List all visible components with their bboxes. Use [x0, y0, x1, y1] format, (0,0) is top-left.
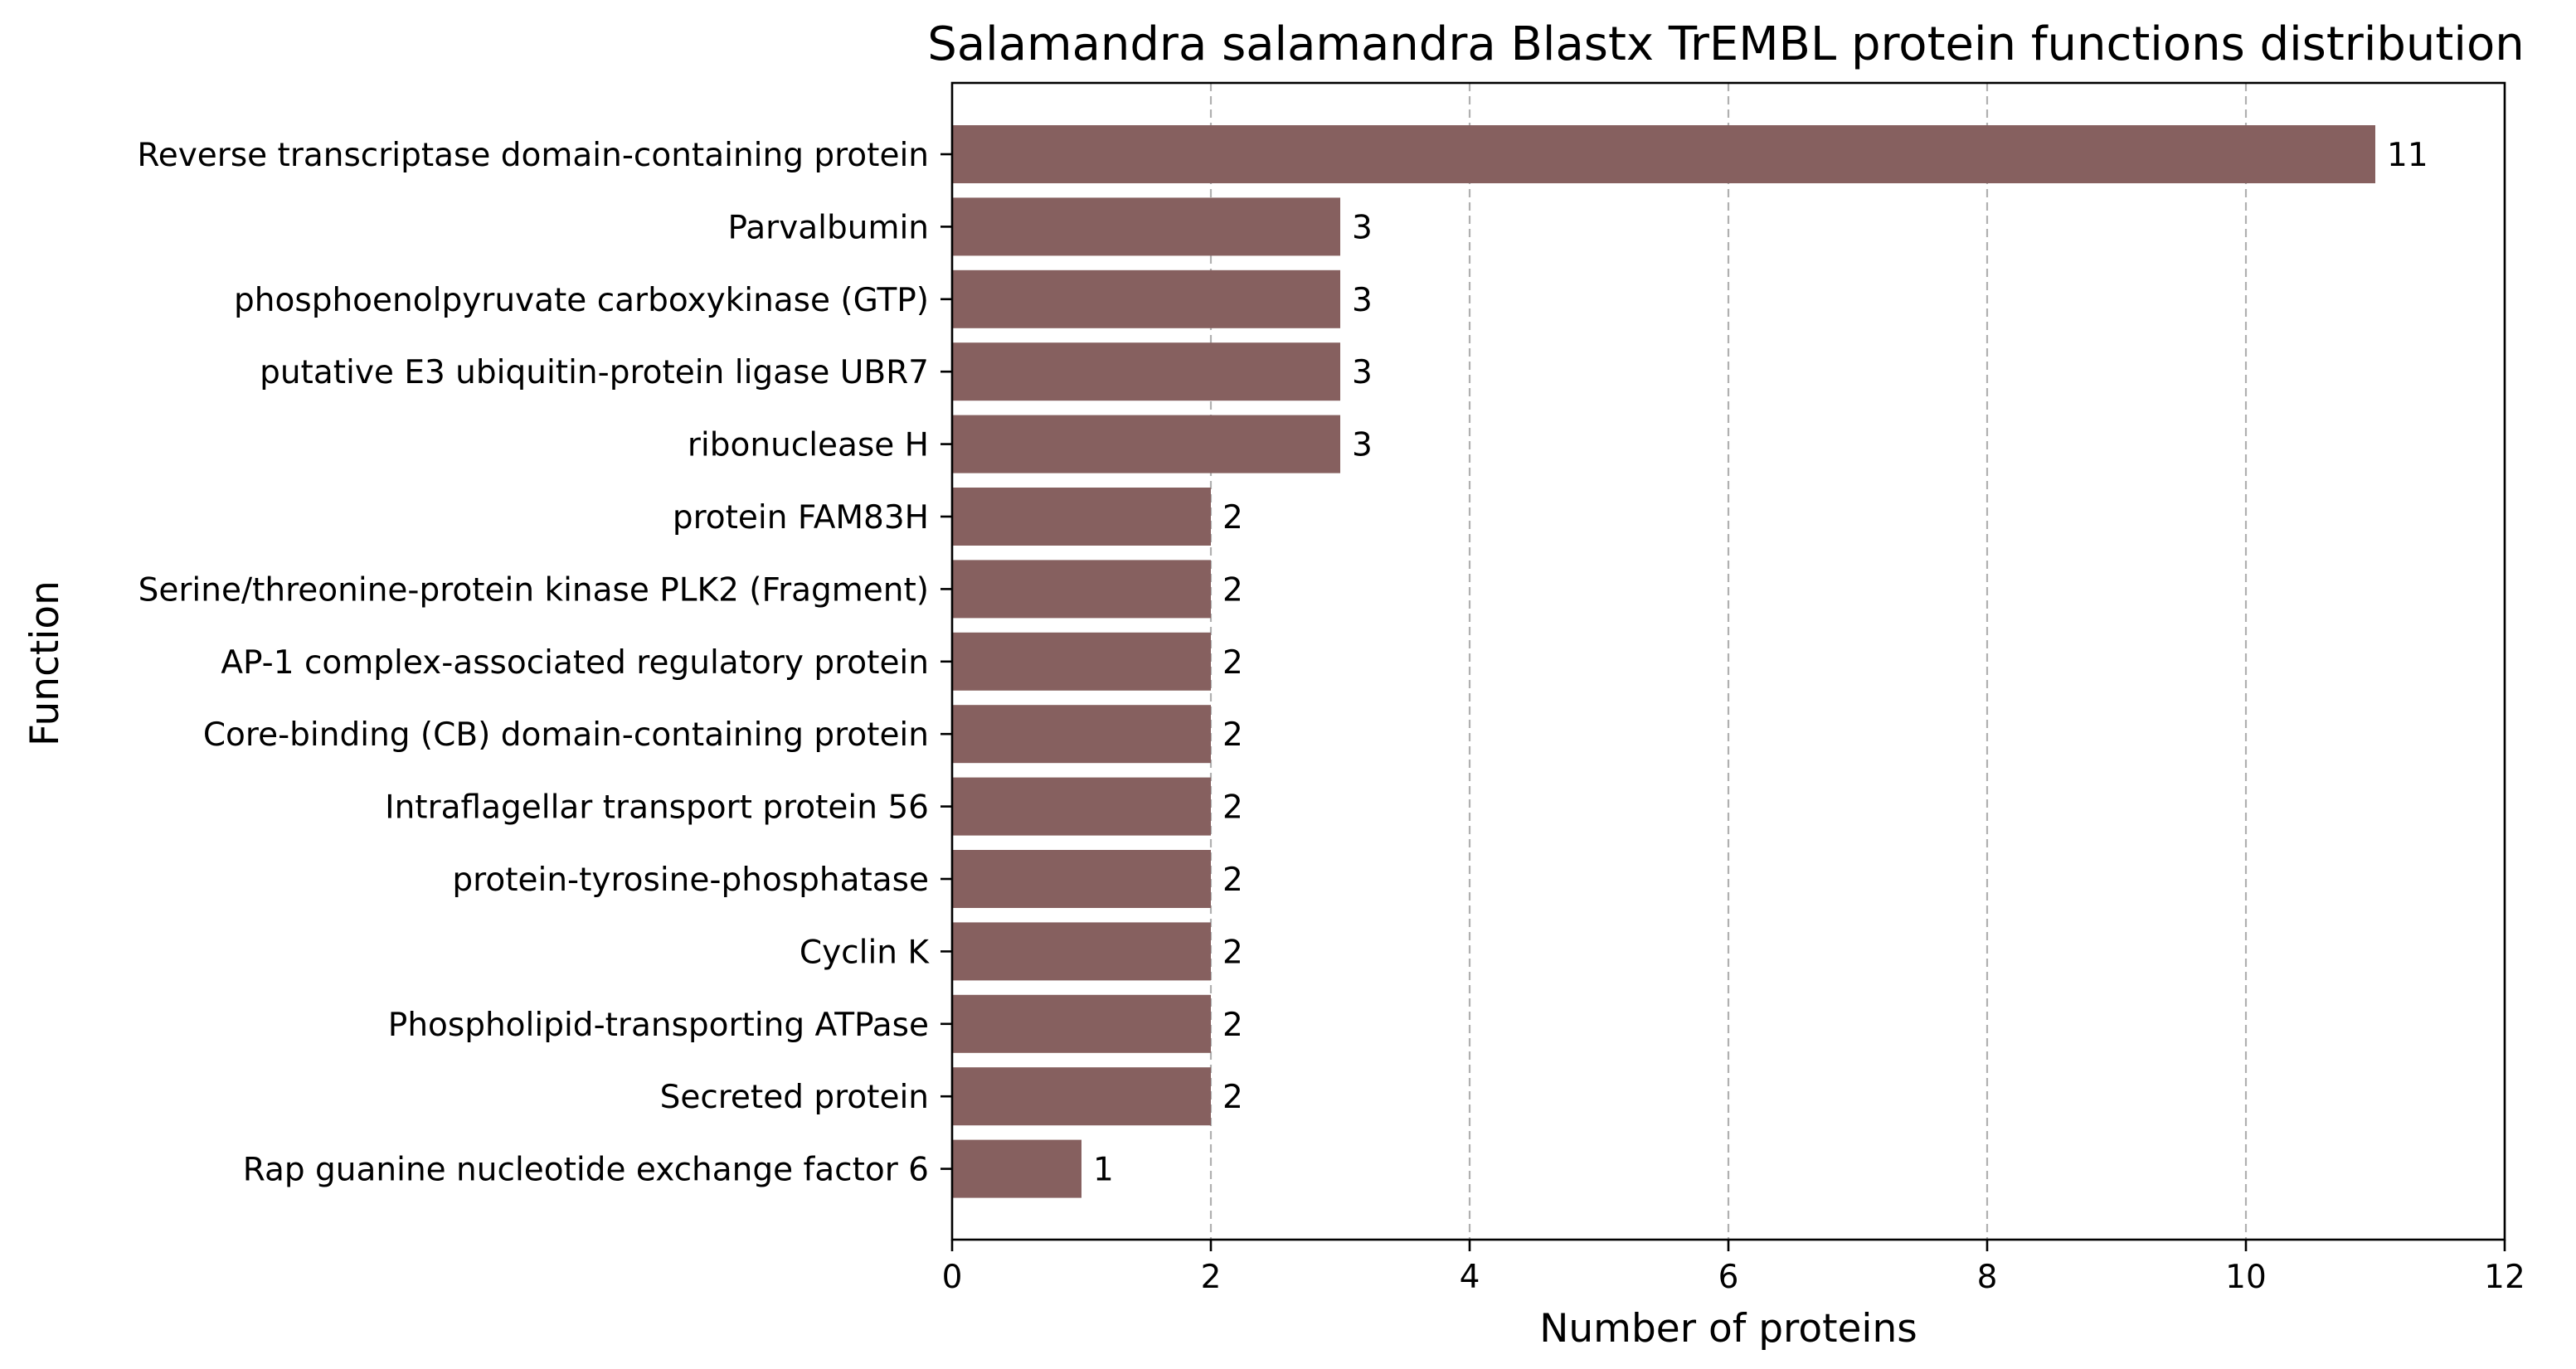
- y-tick-label: ribonuclease H: [688, 427, 929, 464]
- bar: [952, 488, 1211, 546]
- y-tick-label: Secreted protein: [660, 1079, 929, 1116]
- y-tick-label: Rap guanine nucleotide exchange factor 6: [243, 1152, 929, 1189]
- y-tick-label: Reverse transcriptase domain-containing …: [137, 137, 929, 174]
- x-tick-label: 12: [2484, 1259, 2525, 1296]
- y-tick-label: putative E3 ubiquitin-protein ligase UBR…: [260, 354, 929, 391]
- bar: [952, 994, 1211, 1053]
- x-tick-label: 10: [2225, 1259, 2267, 1296]
- y-tick-label: AP-1 complex-associated regulatory prote…: [221, 644, 929, 682]
- data-labels: 11 3 3 3 3 2 2 2 2 2 2 2 2 2 1: [1093, 137, 2428, 1189]
- y-axis-title: Function: [22, 580, 68, 746]
- bar: [952, 1139, 1081, 1198]
- bar: [952, 125, 2375, 183]
- bar-value-label: 3: [1352, 354, 1373, 391]
- bar: [952, 342, 1340, 401]
- bar: [952, 560, 1211, 619]
- chart-title: Salamandra salamandra Blastx TrEMBL prot…: [927, 17, 2524, 71]
- grid-lines: [1209, 83, 2248, 1240]
- bar-value-label: 2: [1222, 644, 1243, 682]
- y-tick-label: Serine/threonine-protein kinase PLK2 (Fr…: [139, 571, 929, 609]
- x-axis-ticks: 0 2 4 6 8 10 12: [942, 1240, 2525, 1296]
- y-axis-ticks: Reverse transcriptase domain-containing …: [137, 137, 952, 1189]
- y-tick-label: Phospholipid-transporting ATPase: [388, 1007, 929, 1044]
- y-tick-label: Intraflagellar transport protein 56: [385, 789, 929, 827]
- y-tick-label: phosphoenolpyruvate carboxykinase (GTP): [234, 282, 929, 319]
- bar: [952, 632, 1211, 691]
- x-tick-label: 2: [1201, 1259, 1222, 1296]
- bar-value-label: 3: [1352, 282, 1373, 319]
- bar-value-label: 2: [1222, 862, 1243, 899]
- bar: [952, 415, 1340, 473]
- bar-value-label: 2: [1222, 499, 1243, 536]
- x-tick-label: 8: [1977, 1259, 1998, 1296]
- bar-value-label: 3: [1352, 427, 1373, 464]
- y-tick-label: protein-tyrosine-phosphatase: [452, 862, 929, 899]
- bar: [952, 705, 1211, 764]
- bar-value-label: 2: [1222, 789, 1243, 827]
- x-tick-label: 4: [1460, 1259, 1480, 1296]
- x-tick-label: 6: [1718, 1259, 1739, 1296]
- bar: [952, 197, 1340, 256]
- bar-value-label: 2: [1222, 934, 1243, 971]
- bar-value-label: 3: [1352, 209, 1373, 246]
- bars: [952, 125, 2375, 1198]
- bar: [952, 922, 1211, 981]
- y-tick-label: protein FAM83H: [673, 499, 929, 536]
- bar: [952, 1067, 1211, 1126]
- bar-value-label: 2: [1222, 1079, 1243, 1116]
- bar: [952, 269, 1340, 328]
- x-tick-label: 0: [942, 1259, 963, 1296]
- bar: [952, 850, 1211, 908]
- bar-value-label: 11: [2387, 137, 2428, 174]
- x-axis-title: Number of proteins: [1539, 1306, 1917, 1352]
- bar-value-label: 2: [1222, 1007, 1243, 1044]
- y-tick-label: Cyclin K: [800, 934, 931, 971]
- bar-value-label: 2: [1222, 571, 1243, 609]
- bar-value-label: 2: [1222, 716, 1243, 754]
- y-tick-label: Parvalbumin: [727, 209, 929, 246]
- y-tick-label: Core-binding (CB) domain-containing prot…: [203, 716, 929, 754]
- bar-value-label: 1: [1093, 1152, 1114, 1189]
- bar: [952, 777, 1211, 836]
